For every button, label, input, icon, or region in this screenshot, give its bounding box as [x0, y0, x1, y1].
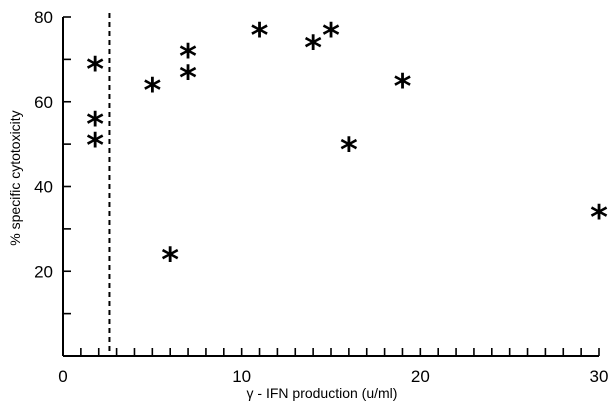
y-tick-label: 20 [34, 262, 53, 281]
data-point: * [340, 130, 358, 170]
axes [62, 17, 599, 357]
tick-labels: 0 10 20 30 20 40 60 80 [34, 8, 608, 386]
data-point: * [86, 126, 104, 166]
y-tick-label: 40 [34, 178, 53, 197]
y-tick-label: 60 [34, 93, 53, 112]
data-point: * [251, 16, 269, 56]
y-axis-label: % specific cytotoxicity [7, 110, 23, 245]
data-point: * [179, 37, 197, 77]
minor-ticks [62, 16, 600, 357]
data-point: * [590, 198, 608, 238]
data-point: * [322, 16, 340, 56]
data-point: * [394, 67, 412, 107]
data-point: * [86, 50, 104, 90]
x-tick-label: 0 [58, 367, 67, 386]
data-point: * [143, 71, 161, 111]
data-point: * [179, 58, 197, 98]
x-tick-label: 30 [590, 367, 609, 386]
data-point: * [304, 29, 322, 69]
data-point: * [86, 105, 104, 145]
data-point: * [161, 241, 179, 281]
x-tick-label: 20 [411, 367, 430, 386]
x-tick-label: 10 [232, 367, 251, 386]
y-tick-label: 80 [34, 8, 53, 27]
x-axis-label: γ - IFN production (u/ml) [247, 385, 398, 401]
data-points: ******** * **** [86, 16, 608, 281]
